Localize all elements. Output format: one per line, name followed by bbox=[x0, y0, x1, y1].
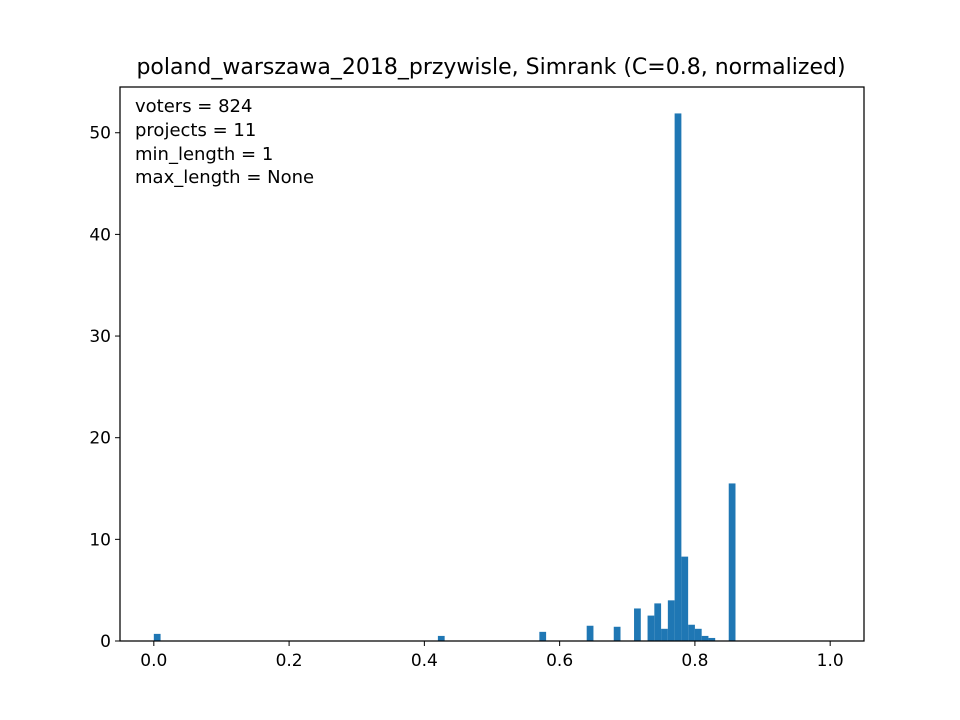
histogram-bar bbox=[437, 635, 445, 641]
annotation-voters: voters = 824 bbox=[135, 96, 252, 117]
y-tick-label: 0 bbox=[100, 632, 111, 652]
histogram-bar bbox=[654, 603, 662, 641]
histogram-bar bbox=[634, 608, 641, 641]
annotation-projects: projects = 11 bbox=[135, 120, 256, 141]
histogram-bar bbox=[661, 628, 668, 641]
histogram-bar bbox=[667, 600, 675, 641]
histogram-bar bbox=[586, 625, 594, 641]
histogram-bar bbox=[153, 633, 161, 641]
histogram-bar bbox=[688, 624, 695, 641]
x-tick-label: 0.8 bbox=[681, 651, 708, 671]
x-tick-label: 0.6 bbox=[546, 651, 573, 671]
histogram-bar bbox=[708, 637, 716, 641]
y-tick-label: 30 bbox=[89, 327, 111, 347]
axes-layer: 0.0 0.2 0.4 0.6 0.8 1.0 0 10 20 30 40 50 bbox=[89, 124, 843, 671]
annotation-box: voters = 824 projects = 11 min_length = … bbox=[135, 96, 314, 188]
y-tick-label: 40 bbox=[89, 225, 111, 245]
histogram-bar bbox=[647, 615, 655, 641]
y-tick-label: 50 bbox=[89, 124, 111, 144]
histogram-bar bbox=[701, 635, 709, 641]
annotation-min-length: min_length = 1 bbox=[135, 144, 273, 165]
histogram-bar bbox=[613, 626, 621, 641]
y-tick-label: 20 bbox=[89, 429, 111, 449]
histogram-bar bbox=[539, 631, 547, 641]
histogram-bar bbox=[674, 113, 682, 642]
histogram-bar bbox=[694, 628, 702, 641]
x-tick-label: 0.2 bbox=[276, 651, 303, 671]
y-tick-label: 10 bbox=[89, 530, 111, 550]
histogram-bar bbox=[681, 556, 689, 641]
annotation-max-length: max_length = None bbox=[135, 167, 314, 188]
x-tick-label: 0.0 bbox=[140, 651, 167, 671]
plot-frame bbox=[119, 86, 865, 642]
x-tick-label: 1.0 bbox=[817, 651, 844, 671]
chart-title: poland_warszawa_2018_przywisle, Simrank … bbox=[136, 55, 845, 80]
bars-layer bbox=[153, 113, 736, 642]
x-tick-label: 0.4 bbox=[411, 651, 438, 671]
histogram-bar bbox=[728, 483, 736, 641]
